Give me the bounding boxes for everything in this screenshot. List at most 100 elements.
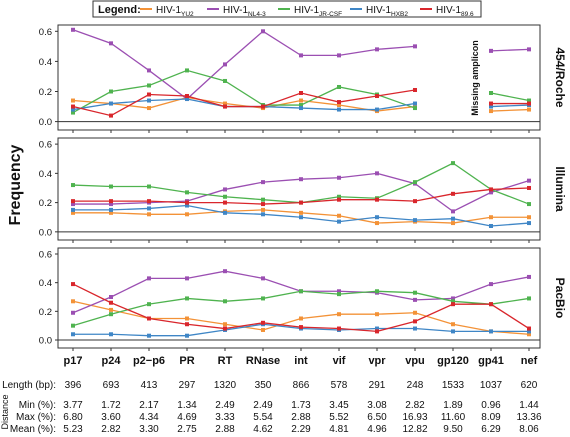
stats-cell: 3.60 <box>101 412 121 423</box>
series-jr-csf <box>71 68 531 115</box>
data-point <box>185 190 189 195</box>
data-point <box>299 103 303 108</box>
data-point <box>147 106 151 111</box>
data-point <box>299 91 303 96</box>
data-point <box>109 210 113 215</box>
data-point <box>261 207 265 212</box>
x-label-gp120: gp120 <box>437 355 469 367</box>
legend-label-jr-csf: HIV-1JR-CSF <box>294 5 342 18</box>
data-point <box>337 194 341 199</box>
stats-cell: 1.89 <box>443 400 463 411</box>
data-point <box>299 289 303 294</box>
data-point <box>185 200 189 205</box>
data-point <box>299 200 303 205</box>
data-point <box>337 107 341 112</box>
data-point <box>223 187 227 192</box>
stats-cell: 297 <box>179 380 196 391</box>
stats-cell: 6.80 <box>63 412 83 423</box>
data-point <box>185 94 189 99</box>
data-point <box>223 62 227 67</box>
series-line <box>72 89 416 117</box>
data-point <box>261 320 265 325</box>
data-point <box>375 47 379 52</box>
data-point <box>261 29 265 34</box>
stats-cell: 2.29 <box>291 424 311 435</box>
y-tick-label: 0.4 <box>39 169 52 180</box>
data-point <box>185 212 189 217</box>
y-tick-label: 0.0 <box>39 227 52 238</box>
data-point <box>451 191 455 196</box>
data-point <box>527 221 531 226</box>
data-point <box>527 296 531 301</box>
data-point <box>147 68 151 73</box>
data-point <box>71 202 75 207</box>
data-point <box>375 326 379 331</box>
stats-cell: 8.06 <box>519 424 539 435</box>
data-point <box>451 329 455 334</box>
data-point <box>147 83 151 88</box>
data-point <box>109 89 113 94</box>
data-point <box>185 68 189 73</box>
stats-cell: 4.34 <box>139 412 159 423</box>
data-point <box>185 203 189 208</box>
data-point <box>375 197 379 202</box>
data-point <box>71 104 75 109</box>
stats-row-label-mean: Mean (%): <box>10 424 56 435</box>
data-point <box>413 101 417 106</box>
data-point <box>413 310 417 315</box>
stats-cell: 9.50 <box>443 424 463 435</box>
data-point <box>375 215 379 220</box>
x-label-pr: PR <box>179 355 194 367</box>
data-point <box>451 302 455 307</box>
data-point <box>527 47 531 52</box>
stats-cell: 2.49 <box>253 400 273 411</box>
data-point <box>527 178 531 183</box>
data-point <box>489 302 493 307</box>
legend-label-hxb2: HIV-1HXB2 <box>366 5 408 18</box>
data-point <box>147 199 151 204</box>
data-point <box>71 332 75 337</box>
x-label-p17: p17 <box>64 355 83 367</box>
data-point <box>261 327 265 332</box>
series-89-6 <box>71 282 531 334</box>
panel-label-illumina: Illumina <box>553 166 567 212</box>
panel-frame <box>57 137 541 241</box>
data-point <box>375 107 379 112</box>
data-point <box>261 104 265 109</box>
stats-row-label-length-bp: Length (bp): <box>2 380 56 391</box>
stats-cell: 1320 <box>214 380 237 391</box>
stats-cell: 16.93 <box>402 412 427 423</box>
stats-cell: 1.44 <box>519 400 539 411</box>
stats-cell: 2.88 <box>291 412 311 423</box>
series-yu2 <box>71 299 531 337</box>
stats-cell: 11.60 <box>441 412 466 423</box>
data-point <box>261 202 265 207</box>
data-point <box>185 97 189 102</box>
data-point <box>413 319 417 324</box>
data-point <box>147 206 151 211</box>
data-point <box>527 329 531 334</box>
data-point <box>185 296 189 301</box>
x-label-p2-p6: p2−p6 <box>133 355 165 367</box>
series-line <box>72 69 416 114</box>
data-point <box>185 322 189 327</box>
stats-cell: 350 <box>255 380 272 391</box>
y-axis-title: Frequency <box>7 144 24 225</box>
data-point <box>527 215 531 220</box>
stats-cell: 2.49 <box>215 400 235 411</box>
data-point <box>109 101 113 106</box>
series-nl4-3 <box>71 27 531 102</box>
data-point <box>147 302 151 307</box>
data-point <box>147 316 151 321</box>
data-point <box>489 329 493 334</box>
series-89-6 <box>71 185 531 207</box>
data-point <box>337 84 341 89</box>
legend-label-yu2: HIV-1YU2 <box>156 5 194 18</box>
series-jr-csf <box>71 289 531 328</box>
data-point <box>261 296 265 301</box>
stats-cell: 5.52 <box>329 412 349 423</box>
data-point <box>413 326 417 331</box>
x-label-rnase: RNase <box>246 355 280 367</box>
data-point <box>109 202 113 207</box>
stats-cell: 620 <box>521 380 538 391</box>
